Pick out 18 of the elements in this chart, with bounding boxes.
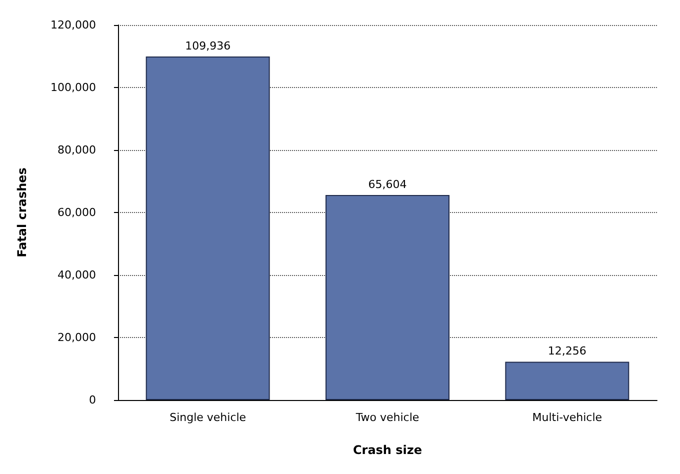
bar xyxy=(146,56,270,400)
data-label: 65,604 xyxy=(368,178,407,191)
x-tick-label: Multi-vehicle xyxy=(532,411,602,424)
data-label: 109,936 xyxy=(185,39,231,52)
y-tick-label: 120,000 xyxy=(50,18,96,32)
bar xyxy=(505,362,630,400)
y-tick-label: 40,000 xyxy=(58,268,96,282)
x-tick-label: Single vehicle xyxy=(170,411,246,424)
y-axis-title: Fatal crashes xyxy=(15,168,29,258)
y-tick-label: 100,000 xyxy=(50,81,96,94)
y-tick-label: 60,000 xyxy=(58,206,96,219)
x-axis-title: Crash size xyxy=(352,443,422,457)
x-tick-label: Two vehicle xyxy=(354,411,420,424)
y-tick-label: 0 xyxy=(89,394,96,406)
y-tick-label: 20,000 xyxy=(58,331,96,344)
bar xyxy=(326,194,450,400)
y-tick-label: 80,000 xyxy=(58,144,96,156)
data-label: 12,256 xyxy=(548,344,586,358)
